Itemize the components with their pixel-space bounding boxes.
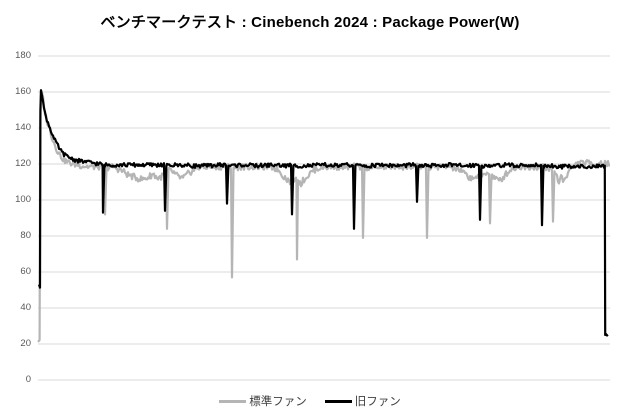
y-axis-tick-label: 0 [25, 374, 31, 385]
legend-label-standard-fan: 標準ファン [249, 396, 307, 408]
y-axis-tick-label: 100 [15, 194, 31, 205]
legend: 標準ファン 旧ファン [0, 393, 620, 409]
y-axis-tick-label: 120 [15, 158, 31, 169]
legend-label-old-fan: 旧ファン [354, 396, 401, 408]
y-axis-tick-label: 180 [15, 50, 31, 61]
series-line-old-fan [37, 89, 609, 337]
series-line-standard-fan [37, 89, 611, 343]
legend-line-swatch-old-fan [324, 399, 352, 403]
y-axis-tick-label: 40 [20, 302, 31, 313]
y-axis-tick-label: 20 [20, 338, 31, 349]
chart-title: ベンチマークテスト : Cinebench 2024 : Package Pow… [100, 14, 520, 31]
y-axis: 0 20 40 60 80 100 120 140 160 180 [0, 0, 31, 420]
y-axis-tick-label: 160 [15, 86, 31, 97]
y-axis-tick-label: 140 [15, 122, 31, 133]
legend-item-standard-fan: 標準ファン [219, 393, 307, 409]
legend-item-old-fan: 旧ファン [324, 393, 401, 409]
y-axis-tick-label: 60 [20, 266, 31, 277]
legend-line-swatch-standard-fan [219, 399, 247, 403]
y-axis-tick-label: 80 [20, 230, 31, 241]
